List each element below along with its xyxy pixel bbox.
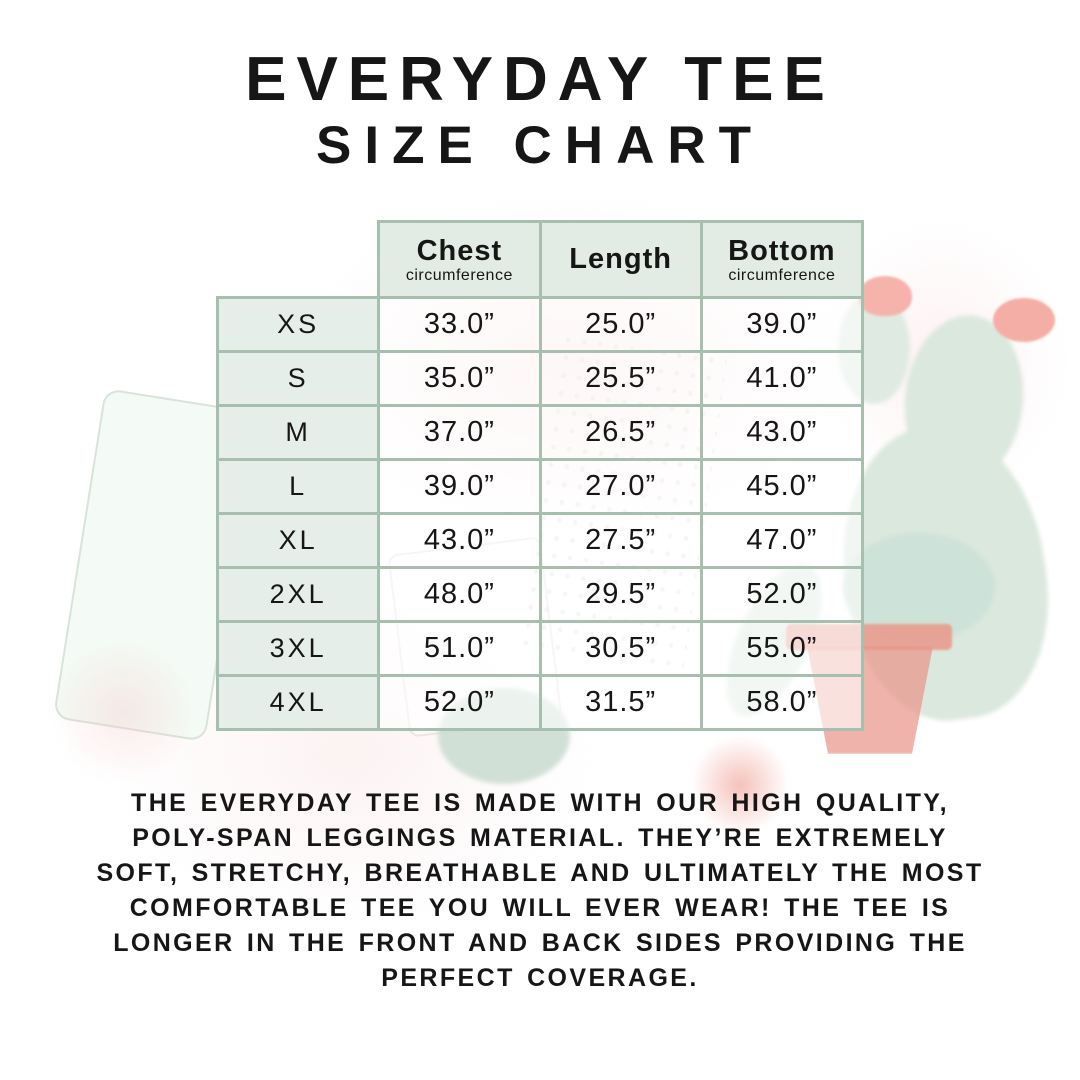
size-cell: S: [215, 350, 381, 407]
chest-cell: 39.0”: [377, 458, 542, 515]
length-cell: 25.5”: [538, 350, 703, 407]
column-sublabel: circumference: [728, 266, 836, 284]
column-sublabel: circumference: [405, 266, 513, 284]
table-row: M 37.0” 26.5” 43.0”: [215, 404, 865, 461]
header-row: Chest circumference Length Bottom circum…: [218, 220, 865, 299]
length-cell: 29.5”: [538, 566, 703, 623]
bottom-cell: 39.0”: [699, 296, 865, 353]
length-cell: 26.5”: [538, 404, 703, 461]
table-row: XL 43.0” 27.5” 47.0”: [215, 512, 865, 569]
length-cell: 27.0”: [538, 458, 703, 515]
length-cell: 30.5”: [538, 620, 703, 677]
bottom-cell: 45.0”: [699, 458, 865, 515]
size-chart-table: Chest circumference Length Bottom circum…: [215, 220, 865, 731]
table-row: S 35.0” 25.5” 41.0”: [215, 350, 865, 407]
length-cell: 25.0”: [538, 296, 703, 353]
column-header-length: Length: [538, 220, 703, 299]
chest-cell: 37.0”: [377, 404, 542, 461]
bottom-cell: 52.0”: [699, 566, 865, 623]
page-title: EVERYDAY TEE: [245, 45, 835, 114]
flower-icon: [50, 640, 195, 785]
size-cell: 4XL: [215, 674, 381, 731]
column-header-chest: Chest circumference: [377, 220, 542, 299]
size-cell: XS: [215, 296, 381, 353]
table-row: XS 33.0” 25.0” 39.0”: [215, 296, 865, 353]
table-row: 3XL 51.0” 30.5” 55.0”: [215, 620, 865, 677]
chest-cell: 51.0”: [377, 620, 542, 677]
bottom-cell: 55.0”: [699, 620, 865, 677]
chest-cell: 35.0”: [377, 350, 542, 407]
size-cell: 2XL: [215, 566, 381, 623]
corner-cell: [218, 222, 379, 298]
chest-cell: 48.0”: [377, 566, 542, 623]
length-cell: 27.5”: [538, 512, 703, 569]
cactus-icon: [896, 309, 1032, 491]
cactus-icon: [843, 533, 995, 641]
size-cell: L: [215, 458, 381, 515]
chest-cell: 52.0”: [377, 674, 542, 731]
description-text: THE EVERYDAY TEE IS MADE WITH OUR HIGH Q…: [96, 789, 984, 992]
chest-cell: 33.0”: [377, 296, 542, 353]
bottom-cell: 43.0”: [699, 404, 865, 461]
column-header-bottom: Bottom circumference: [699, 220, 865, 299]
bottom-cell: 58.0”: [699, 674, 865, 731]
size-cell: M: [215, 404, 381, 461]
size-cell: XL: [215, 512, 381, 569]
column-label: Bottom: [728, 234, 836, 267]
column-label: Length: [569, 243, 672, 275]
bottom-cell: 47.0”: [699, 512, 865, 569]
size-cell: 3XL: [215, 620, 381, 677]
table-row: 2XL 48.0” 29.5” 52.0”: [215, 566, 865, 623]
length-cell: 31.5”: [538, 674, 703, 731]
flower-icon: [858, 276, 912, 316]
chest-cell: 43.0”: [377, 512, 542, 569]
table-row: 4XL 52.0” 31.5” 58.0”: [215, 674, 865, 731]
column-label: Chest: [416, 234, 503, 267]
page-subtitle: SIZE CHART: [316, 116, 764, 175]
title-block: EVERYDAY TEE SIZE CHART: [0, 44, 1080, 176]
flower-icon: [993, 298, 1055, 342]
bottom-cell: 41.0”: [699, 350, 865, 407]
table-row: L 39.0” 27.0” 45.0”: [215, 458, 865, 515]
